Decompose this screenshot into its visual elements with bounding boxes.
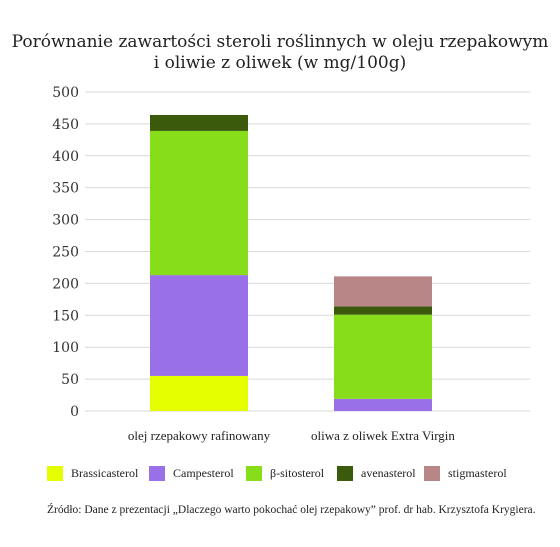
legend-item: Brassicasterol xyxy=(47,466,138,481)
y-tick-label: 0 xyxy=(70,404,79,420)
legend-label: Campesterol xyxy=(173,466,234,480)
legend-label: stigmasterol xyxy=(448,466,507,480)
y-tick-label: 100 xyxy=(52,340,79,356)
legend-item: avenasterol xyxy=(337,466,416,481)
legend-swatch xyxy=(424,466,440,481)
chart-title-line-1: Porównanie zawartości steroli roślinnych… xyxy=(11,32,549,52)
bar-segment xyxy=(150,275,248,376)
x-category-label: olej rzepakowy rafinowany xyxy=(128,428,271,443)
legend-swatch xyxy=(246,466,262,481)
bar-segment xyxy=(150,375,248,411)
legend-item: Campesterol xyxy=(149,466,234,481)
legend-label: avenasterol xyxy=(361,466,416,480)
chart-title-line-2: i oliwie z oliwek (w mg/100g) xyxy=(153,53,407,73)
legend-item: β-sitosterol xyxy=(246,466,324,481)
source-note: Źródło: Dane z prezentacji „Dlaczego war… xyxy=(47,504,536,516)
y-tick-label: 450 xyxy=(52,117,79,133)
bars xyxy=(150,114,432,411)
y-tick-label: 400 xyxy=(52,149,79,165)
bar-segment xyxy=(334,398,432,411)
y-tick-label: 50 xyxy=(61,372,79,388)
chart-title: Porównanie zawartości steroli roślinnych… xyxy=(0,32,560,74)
x-category-label: oliwa z oliwek Extra Virgin xyxy=(311,428,455,443)
bar-segment xyxy=(150,114,248,131)
y-tick-label: 200 xyxy=(52,276,79,292)
legend-label: β-sitosterol xyxy=(270,466,325,480)
legend-swatch xyxy=(149,466,165,481)
y-tick-label: 150 xyxy=(52,308,79,324)
bar-segment xyxy=(334,314,432,399)
legend: Brassicasterol Campesterol β-sitosterol ave… xyxy=(47,466,547,486)
bar-segment xyxy=(150,130,248,276)
y-tick-label: 500 xyxy=(52,85,79,101)
bar-segment xyxy=(334,306,432,315)
y-tick-label: 350 xyxy=(52,181,79,197)
legend-swatch xyxy=(47,466,63,481)
bar-segment xyxy=(334,276,432,307)
legend-item: stigmasterol xyxy=(424,466,507,481)
x-axis-categories: olej rzepakowy rafinowany oliwa z oliwek … xyxy=(128,428,456,443)
y-tick-label: 300 xyxy=(52,213,79,229)
y-tick-label: 250 xyxy=(52,245,79,261)
legend-swatch xyxy=(337,466,353,481)
legend-label: Brassicasterol xyxy=(71,466,139,480)
